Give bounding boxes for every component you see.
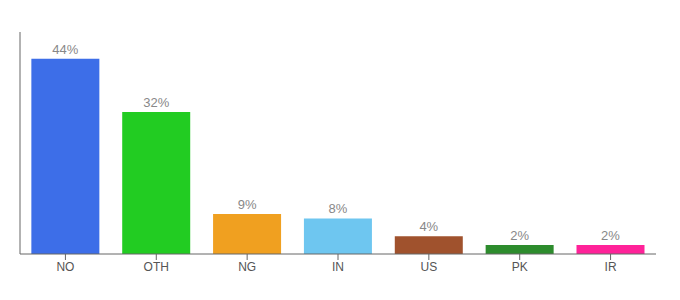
svg-text:2%: 2%	[510, 228, 529, 243]
svg-text:32%: 32%	[143, 95, 169, 110]
svg-text:IR: IR	[605, 260, 617, 274]
svg-text:8%: 8%	[329, 201, 348, 216]
svg-text:2%: 2%	[601, 228, 620, 243]
svg-text:OTH: OTH	[144, 260, 169, 274]
svg-text:NG: NG	[238, 260, 256, 274]
svg-text:PK: PK	[512, 260, 528, 274]
svg-text:4%: 4%	[419, 219, 438, 234]
svg-text:44%: 44%	[52, 42, 78, 57]
svg-text:US: US	[421, 260, 438, 274]
svg-text:9%: 9%	[238, 197, 257, 212]
svg-text:IN: IN	[332, 260, 344, 274]
svg-text:NO: NO	[56, 260, 74, 274]
